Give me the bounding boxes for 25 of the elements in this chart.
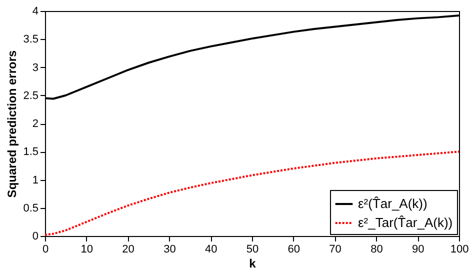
x-tick-label: 70 <box>329 244 342 256</box>
y-tick-label: 2 <box>32 118 38 130</box>
x-tick-label: 50 <box>246 244 259 256</box>
y-tick-label: 3 <box>32 62 38 74</box>
x-tick-label: 10 <box>80 244 94 256</box>
y-axis-title: Squared prediction errors <box>5 50 20 198</box>
x-tick-label: 0 <box>42 244 49 256</box>
y-tick-label: 4 <box>32 6 38 18</box>
y-tick-label: 1.5 <box>23 146 38 158</box>
x-tick-label: 40 <box>204 244 218 256</box>
y-tick-label: 1 <box>32 174 38 186</box>
y-tick-label: 2.5 <box>23 90 38 102</box>
y-tick-label: 3.5 <box>23 34 38 46</box>
x-tick-label: 100 <box>450 244 469 256</box>
line-series <box>44 150 460 236</box>
x-axis-title: k <box>249 256 256 270</box>
x-tick-label: 60 <box>288 244 300 256</box>
y-tick-label: 0.5 <box>23 202 38 214</box>
x-tick-label: 80 <box>370 244 383 256</box>
x-tick-label: 20 <box>122 244 134 256</box>
x-tick-label: 90 <box>412 244 424 256</box>
legend-label: ε²(T̂ar_A(k)) <box>358 196 428 211</box>
y-tick-label: 0 <box>32 230 38 242</box>
legend-label: ε²_Tar(T̂ar_A(k)) <box>358 214 453 230</box>
x-tick-label: 30 <box>164 244 176 256</box>
